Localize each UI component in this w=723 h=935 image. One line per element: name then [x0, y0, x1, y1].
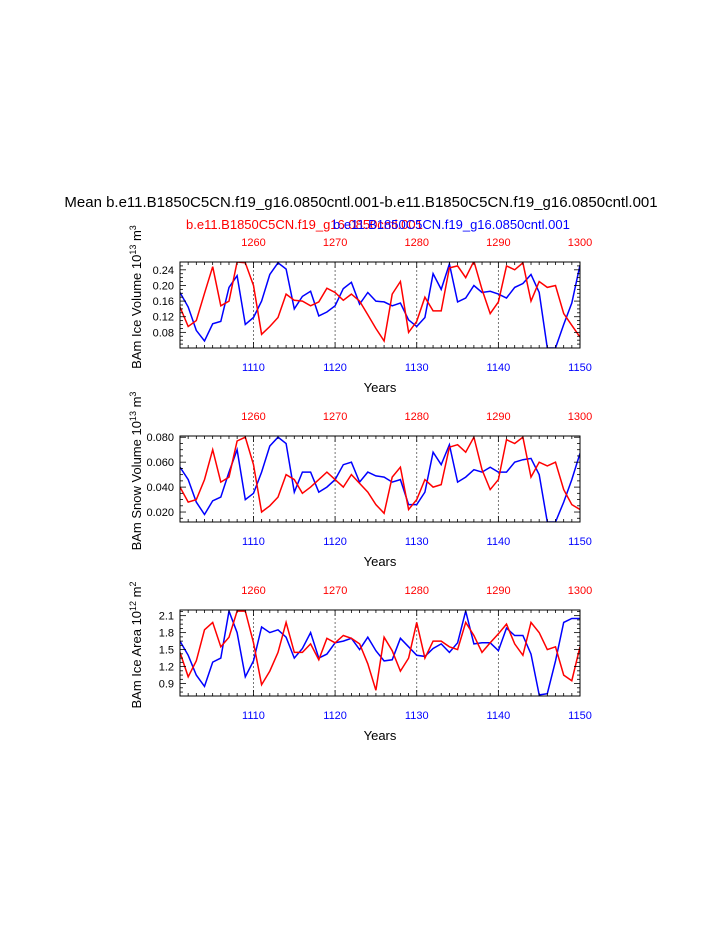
- y-tick-label: 0.020: [146, 507, 174, 519]
- y-tick-label: 0.080: [146, 432, 174, 444]
- y-tick-label: 0.9: [159, 679, 174, 691]
- y-axis-title-part: BAm Ice Area 10: [129, 611, 144, 709]
- y-tick-label: 2.1: [159, 611, 174, 623]
- series-red-line: [180, 610, 580, 691]
- x-tick-label-top: 1290: [486, 237, 510, 249]
- y-axis-title-superscript: 13: [128, 245, 138, 255]
- series-blue-line: [180, 436, 580, 522]
- x-tick-label-bottom: 1110: [242, 362, 265, 374]
- legend-case-blue: b.e11.B1850C5CN.f19_g16.0850cntl.001: [333, 217, 570, 232]
- x-tick-label-top: 1300: [568, 411, 592, 423]
- x-tick-label-top: 1260: [241, 585, 265, 597]
- x-tick-label-top: 1270: [323, 585, 347, 597]
- y-axis-title-part: m: [129, 586, 144, 600]
- y-axis-title: BAm Snow Volume 1013 m3: [128, 392, 144, 551]
- chart-panel-1: 1110 1120 1130 1140 1150 1260 1270 1280 1290 1300…: [128, 225, 592, 395]
- y-tick-label: 0.08: [153, 327, 174, 339]
- x-tick-label-top: 1270: [323, 237, 347, 249]
- chart-panels: 1110 1120 1130 1140 1150 1260 1270 1280 1290 1300…: [128, 225, 592, 743]
- x-tick-label-top: 1280: [404, 237, 428, 249]
- x-axis-title: Years: [364, 380, 397, 395]
- x-tick-label-bottom: 1120: [323, 536, 347, 548]
- y-axis-title-superscript: 3: [128, 392, 138, 397]
- x-tick-label-top: 1260: [241, 411, 265, 423]
- chart-main-title: Mean b.e11.B1850C5CN.f19_g16.0850cntl.00…: [64, 194, 657, 211]
- y-axis-title-superscript: 3: [128, 225, 138, 230]
- plot-frame: [179, 609, 581, 697]
- y-tick-label: 0.12: [153, 312, 174, 324]
- y-axis-title-superscript: 13: [128, 411, 138, 421]
- y-tick-label: 0.24: [153, 265, 174, 277]
- series-red-line: [180, 436, 580, 515]
- chart-panel-3: 1110 1120 1130 1140 1150 1260 1270 1280 1290 1300…: [128, 581, 592, 743]
- x-tick-label-bottom: 1130: [405, 536, 429, 548]
- x-tick-label-top: 1300: [568, 237, 592, 249]
- x-axis-title: Years: [364, 554, 397, 569]
- series-blue-line: [180, 262, 580, 348]
- x-tick-label-top: 1260: [241, 237, 265, 249]
- y-tick-label: 0.20: [153, 280, 174, 292]
- x-tick-label-bottom: 1110: [242, 710, 265, 722]
- x-tick-label-bottom: 1120: [323, 362, 347, 374]
- chart-panel-2: 1110 1120 1130 1140 1150 1260 1270 1280 1290 1300…: [128, 392, 592, 569]
- x-tick-label-bottom: 1140: [487, 362, 511, 374]
- legend-case-red: b.e11.B1850C5CN.f19_g16.0850cntl.001: [186, 217, 423, 232]
- x-axis-title: Years: [364, 728, 397, 743]
- y-axis-title-superscript: 12: [128, 601, 138, 611]
- y-tick-label: 1.2: [159, 662, 174, 674]
- y-axis-title-part: m: [129, 230, 144, 244]
- x-tick-label-bottom: 1140: [487, 536, 511, 548]
- y-tick-label: 0.16: [153, 296, 174, 308]
- x-tick-label-bottom: 1130: [405, 710, 429, 722]
- y-axis-title-part: m: [129, 397, 144, 411]
- series-red-line: [180, 262, 580, 344]
- series-blue-line: [180, 610, 580, 696]
- y-axis-title-superscript: 2: [128, 581, 138, 586]
- y-tick-label: 0.060: [146, 457, 174, 469]
- x-tick-label-bottom: 1150: [568, 710, 592, 722]
- y-tick-label: 0.040: [146, 482, 174, 494]
- x-tick-label-top: 1290: [486, 411, 510, 423]
- y-axis-title-part: BAm Ice Volume 10: [129, 255, 144, 369]
- y-axis-title-part: BAm Snow Volume 10: [129, 421, 144, 550]
- x-tick-label-bottom: 1150: [568, 536, 592, 548]
- x-tick-label-bottom: 1140: [487, 710, 511, 722]
- y-tick-label: 1.5: [159, 645, 174, 657]
- y-axis-title: BAm Ice Volume 1013 m3: [128, 225, 144, 369]
- x-tick-label-top: 1280: [404, 585, 428, 597]
- x-tick-label-bottom: 1110: [242, 536, 265, 548]
- x-tick-label-bottom: 1150: [568, 362, 592, 374]
- x-tick-label-bottom: 1120: [323, 710, 347, 722]
- y-axis-title: BAm Ice Area 1012 m2: [128, 581, 144, 708]
- x-tick-label-top: 1270: [323, 411, 347, 423]
- plot-frame: [179, 435, 581, 523]
- x-tick-label-bottom: 1130: [405, 362, 429, 374]
- x-tick-label-top: 1290: [486, 585, 510, 597]
- x-tick-label-top: 1300: [568, 585, 592, 597]
- y-tick-label: 1.8: [159, 628, 174, 640]
- x-tick-label-top: 1280: [404, 411, 428, 423]
